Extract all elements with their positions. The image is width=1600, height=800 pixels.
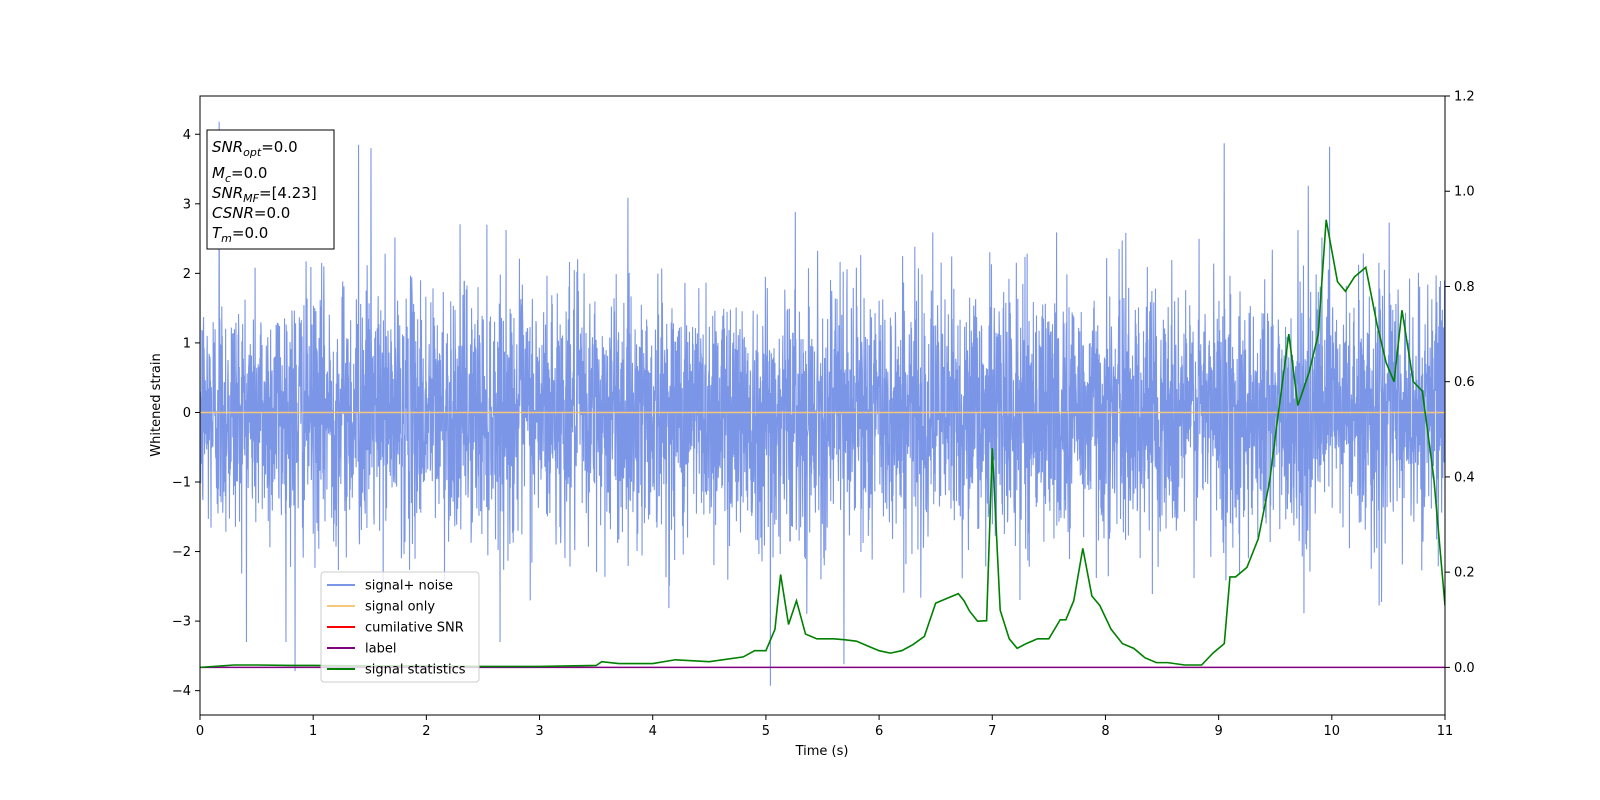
legend: signal+ noise signal only cumilative SNR…: [320, 571, 480, 683]
info-mc-sub: c: [225, 172, 231, 185]
y-left-tick-label: 4: [183, 128, 191, 143]
x-axis: 0 1 2 3 4 5 6 7 8 9 10 11: [196, 715, 1453, 739]
y-left-tick-label: −3: [172, 615, 191, 630]
x-tick-label: 11: [1437, 724, 1454, 739]
y-axis-left: −4 −3 −2 −1 0 1 2 3 4: [172, 128, 200, 699]
info-mc-base: M: [212, 164, 225, 182]
series-signal-statistics-line: [200, 219, 1445, 669]
y-right-tick-label: 0.6: [1454, 375, 1475, 390]
y-left-tick-label: −1: [172, 476, 191, 491]
info-tm-sub: m: [221, 232, 232, 245]
info-csnr: CSNR=0.0: [212, 204, 290, 222]
info-snr-opt-base: SNR: [212, 138, 243, 156]
y-axis-label: Whitened strain: [149, 353, 164, 456]
info-mc-value: =0.0: [231, 164, 267, 182]
x-tick-label: 10: [1324, 724, 1341, 739]
info-snr-mf-base: SNR: [212, 184, 243, 202]
x-tick-label: 0: [196, 724, 204, 739]
x-tick-label: 1: [309, 724, 317, 739]
y-left-tick-label: −2: [172, 545, 191, 560]
info-box: SNRopt=0.0 Mc=0.0 SNRMF=[4.23] CSNR=0.0 …: [206, 129, 335, 250]
y-left-tick-label: 0: [183, 406, 191, 421]
legend-label-signal-statistics: signal statistics: [365, 663, 466, 678]
info-snr-opt: SNRopt=0.0: [212, 138, 298, 159]
info-box-frame: [206, 129, 335, 250]
y-right-tick-label: 0.2: [1454, 566, 1475, 581]
y-right-tick-label: 1.0: [1454, 185, 1475, 200]
y-axis-right: 0.0 0.2 0.4 0.6 0.8 1.0 1.2: [1445, 90, 1475, 676]
x-tick-label: 3: [535, 724, 543, 739]
info-snr-opt-sub: opt: [243, 146, 262, 159]
y-left-tick-label: 2: [183, 267, 191, 282]
y-left-tick-label: 1: [183, 336, 191, 351]
info-snr-mf-value: =[4.23]: [259, 184, 317, 202]
legend-frame: [320, 571, 480, 683]
info-mc: Mc=0.0: [212, 164, 267, 185]
y-right-tick-label: 0.8: [1454, 280, 1475, 295]
x-tick-label: 6: [875, 724, 883, 739]
plot-frame: [199, 95, 1446, 716]
x-tick-label: 7: [988, 724, 996, 739]
x-tick-label: 5: [762, 724, 770, 739]
x-tick-label: 4: [649, 724, 657, 739]
info-csnr-base: CSNR: [212, 204, 254, 222]
info-snr-opt-value: =0.0: [261, 138, 297, 156]
series-signal-noise-line: [200, 121, 1445, 686]
x-tick-label: 9: [1214, 724, 1222, 739]
info-csnr-value: =0.0: [254, 204, 290, 222]
y-left-tick-label: −4: [172, 684, 191, 699]
info-tm: Tm=0.0: [212, 224, 268, 245]
y-right-tick-label: 0.4: [1454, 470, 1475, 485]
info-tm-value: =0.0: [232, 224, 268, 242]
y-right-tick-label: 1.2: [1454, 90, 1475, 105]
info-snr-mf-sub: MF: [243, 192, 259, 205]
legend-label-signal-only: signal only: [365, 600, 435, 615]
y-right-tick-label: 0.0: [1454, 661, 1475, 676]
info-tm-base: T: [212, 224, 223, 242]
legend-label-signal-noise: signal+ noise: [365, 579, 453, 594]
y-left-tick-label: 3: [183, 197, 191, 212]
x-tick-label: 8: [1101, 724, 1109, 739]
legend-label-label: label: [365, 642, 396, 657]
info-snr-mf: SNRMF=[4.23]: [212, 184, 317, 205]
x-axis-label: Time (s): [795, 744, 849, 759]
legend-label-cumilative-snr: cumilative SNR: [365, 621, 464, 636]
x-tick-label: 2: [422, 724, 430, 739]
